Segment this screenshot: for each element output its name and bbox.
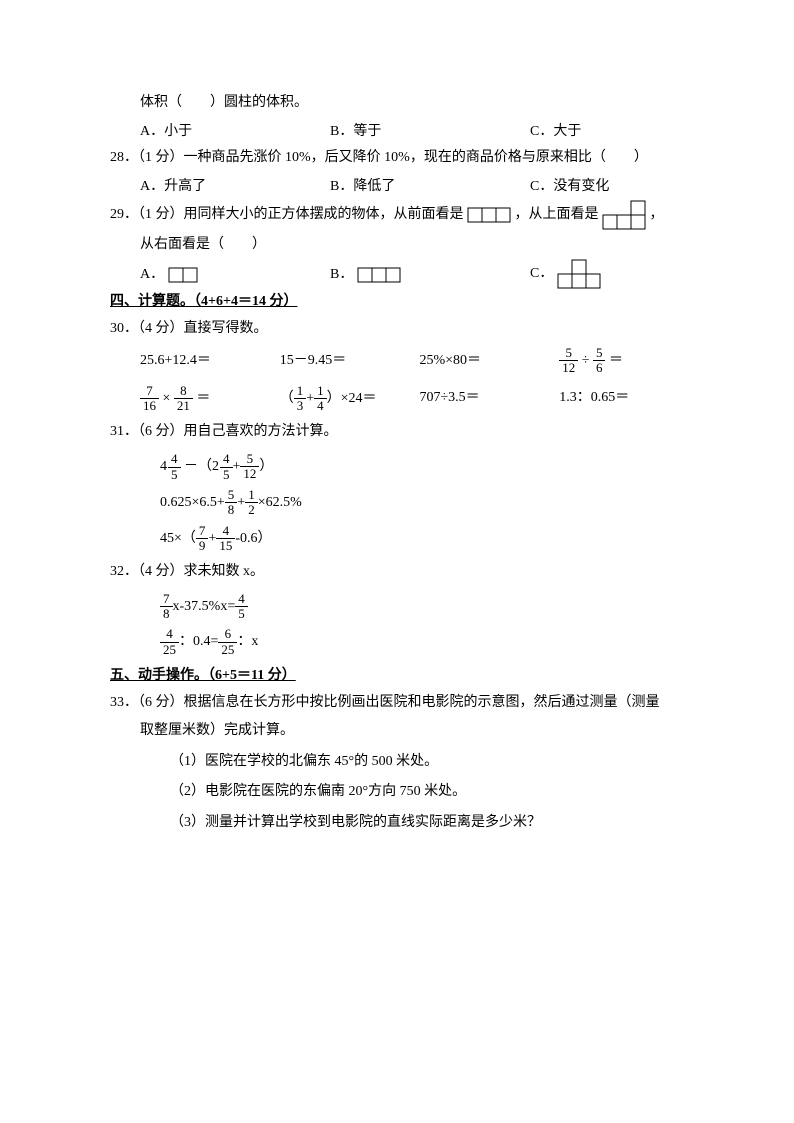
q30-r1c2: 15－9.45＝ [280,348,420,375]
q33-p1: （1）医院在学校的北偏东 45°的 500 米处。 [170,749,699,776]
q30-r1c3: 25%×80＝ [420,348,560,375]
frac-1-3: 13 [294,384,307,414]
frac-1-4: 14 [314,384,327,414]
q28-opt-c: C．没有变化 [530,174,680,201]
q30-row1: 25.6+12.4＝ 15－9.45＝ 25%×80＝ 512 ÷ 56 ＝ [140,346,699,376]
q28-options: A．升高了 B．降低了 C．没有变化 [140,174,699,201]
q29-stem-part2: ，从上面看是 [515,208,599,223]
frac-5-12: 512 [559,346,578,376]
q31-expr2: 0.625×6.5+58+12×62.5% [160,488,699,518]
q30-r1c4: 512 ÷ 56 ＝ [559,346,699,376]
q27-opt-c: C．大于 [530,119,680,146]
q27-opt-a: A．小于 [140,119,330,146]
q29-opt-a: A． [140,262,330,289]
q32-expr1: 78x-37.5%x=45 [160,592,699,622]
q32-expr2: 425：0.4=625：x [160,627,699,657]
q33-stem: 33．（6 分）根据信息在长方形中按比例画出医院和电影院的示意图，然后通过测量（… [110,690,699,717]
q27-opt-b: B．等于 [330,119,530,146]
q30-r1c1: 25.6+12.4＝ [140,348,280,375]
q29-opt-b: B． [330,262,530,289]
frac-5-6: 56 [593,346,606,376]
q29-stem-part1: 29．（1 分）用同样大小的正方体摆成的物体，从前面看是 [110,208,464,223]
q31-stem: 31．（6 分）用自己喜欢的方法计算。 [110,419,699,446]
q33-p2: （2）电影院在医院的东偏南 20°方向 750 米处。 [170,779,699,806]
q30-r2c1: 716 × 821 ＝ [140,384,280,414]
q29-opt-b-icon [357,267,401,283]
q29-stem-part3: ， [650,208,664,223]
q29-opt-a-icon [168,267,198,283]
q32-stem: 32．（4 分）求未知数 x。 [110,559,699,586]
q29-opt-c: C． [530,259,680,289]
q28-opt-b: B．降低了 [330,174,530,201]
section4-heading: 四、计算题。（4+6+4＝14 分） [110,289,699,316]
q33-stem2: 取整厘米数）完成计算。 [140,718,699,745]
q31-expr1: 445 －（245+512） [160,452,699,482]
q30-row2: 716 × 821 ＝ （13+14）×24＝ 707÷3.5＝ 1.3：0.6… [140,384,699,414]
q29-opt-a-label: A． [140,267,164,282]
frac-8-21: 821 [174,384,193,414]
frac-7-16: 716 [140,384,159,414]
q30-r2c3: 707÷3.5＝ [420,385,560,412]
q29-options: A． B． C． [140,259,699,289]
q29-line2: 从右面看是（ ） [140,232,699,259]
q27-continuation: 体积（ ）圆柱的体积。 [140,90,699,117]
q30-r2c4: 1.3：0.65＝ [559,385,699,412]
q28-opt-a: A．升高了 [140,174,330,201]
q29-opt-c-label: C． [530,266,553,281]
top-view-icon [602,200,646,230]
q30-stem: 30．（4 分）直接写得数。 [110,316,699,343]
q29-opt-c-icon [557,259,601,289]
q31-expr3: 45×（79+415-0.6） [160,524,699,554]
q28-stem: 28．（1 分）一种商品先涨价 10%，后又降价 10%，现在的商品价格与原来相… [110,145,699,172]
section5-heading: 五、动手操作。（6+5＝11 分） [110,663,699,690]
q30-r2c2: （13+14）×24＝ [280,384,420,414]
q29-opt-b-label: B． [330,267,353,282]
q33-p3: （3）测量并计算出学校到电影院的直线实际距离是多少米？ [170,810,699,837]
q29-stem: 29．（1 分）用同样大小的正方体摆成的物体，从前面看是 ，从上面看是 ， [110,200,699,230]
q27-options: A．小于 B．等于 C．大于 [140,119,699,146]
front-view-icon [467,207,511,223]
